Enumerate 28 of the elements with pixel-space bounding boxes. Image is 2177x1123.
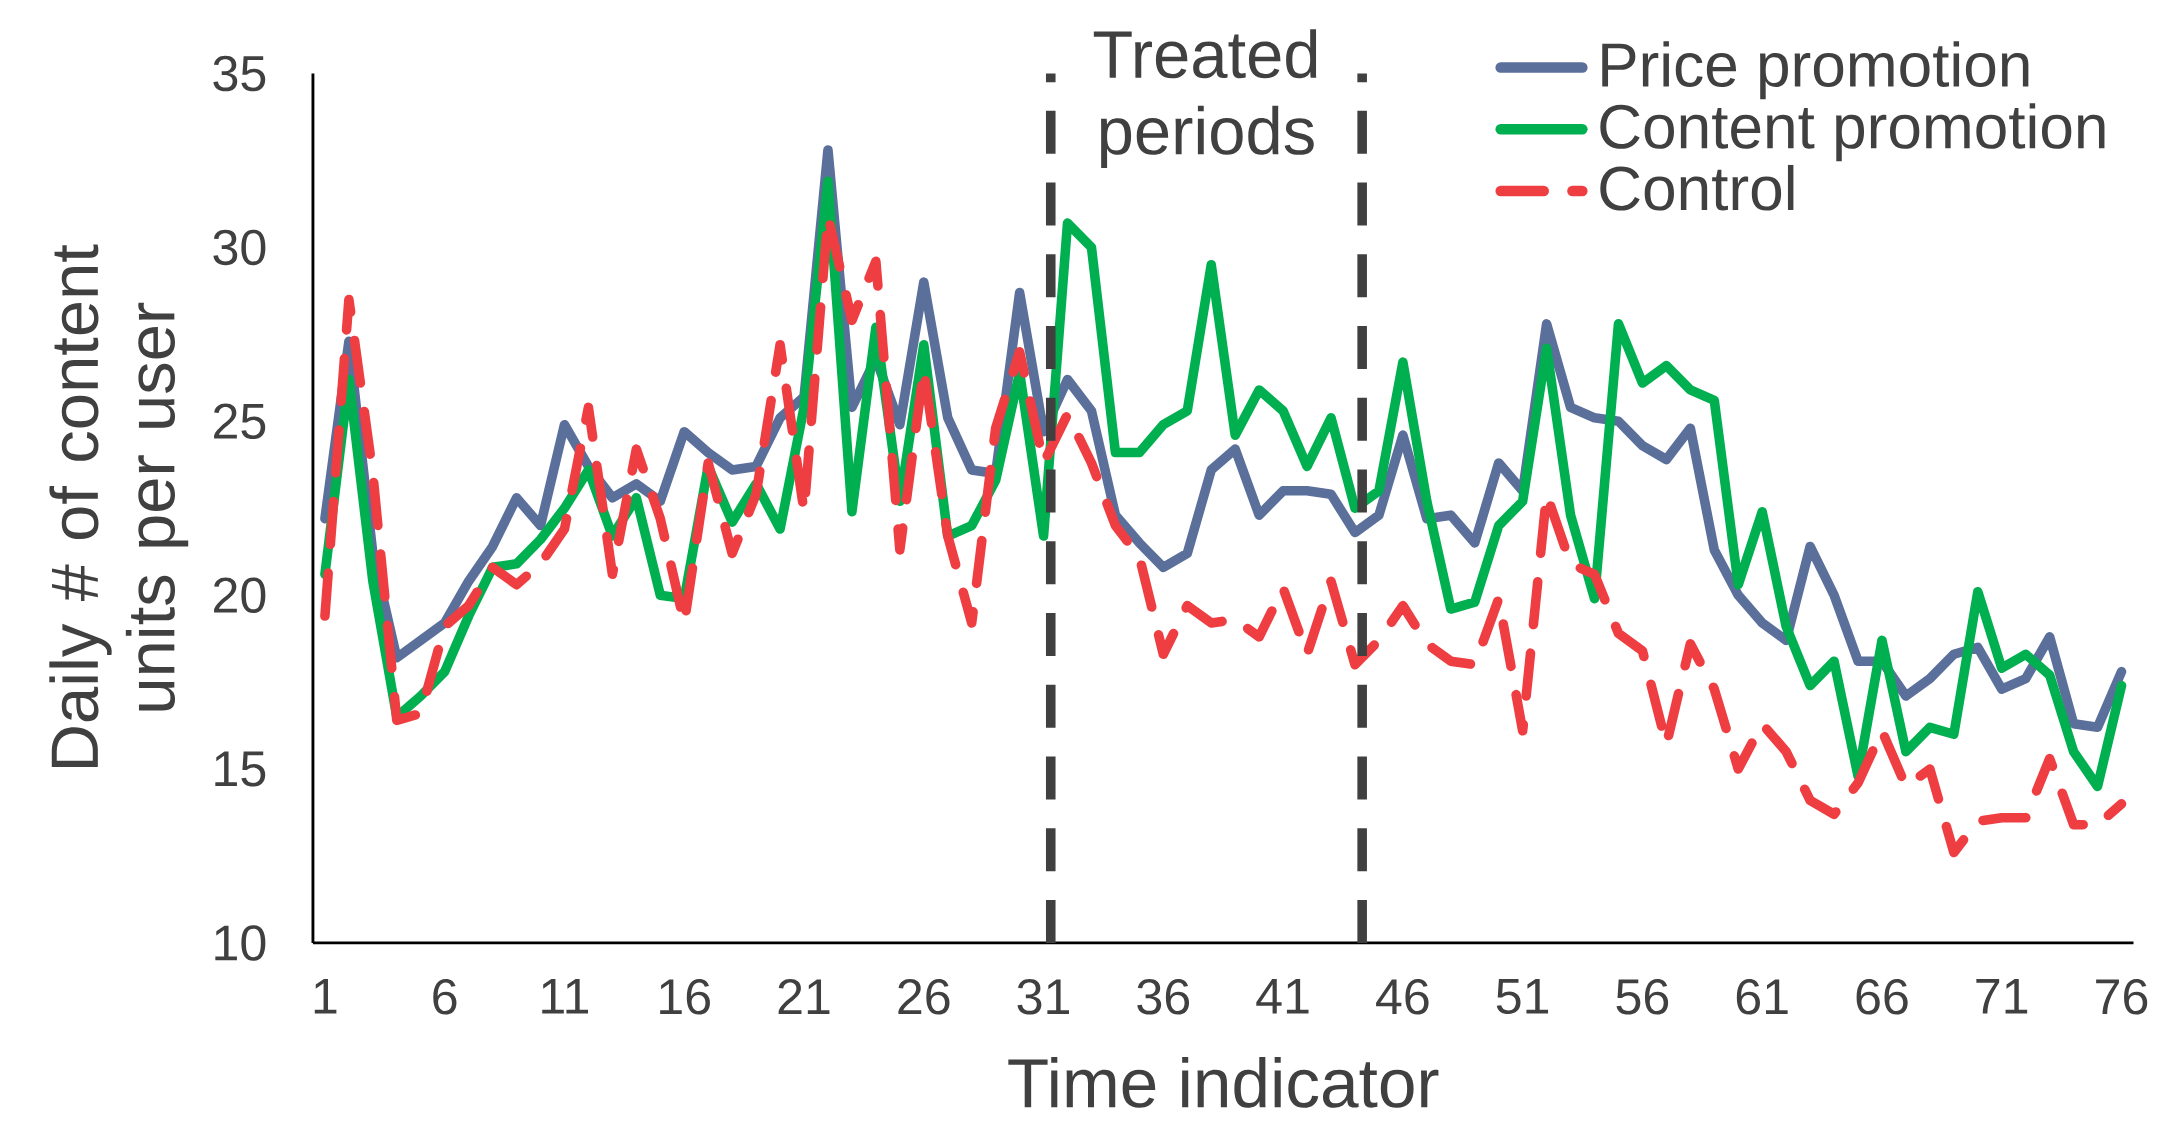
x-tick-label: 21 bbox=[778, 979, 830, 1015]
x-tick-label: 76 bbox=[2096, 979, 2148, 1015]
x-tick-label: 61 bbox=[1736, 979, 1788, 1015]
x-tick-label: 1 bbox=[314, 979, 337, 1014]
y-tick-label: 20 bbox=[214, 577, 266, 614]
y-axis-title: Daily # of content units per user bbox=[49, 244, 189, 768]
y-tick-label: 15 bbox=[215, 751, 266, 787]
x-tick-label: 51 bbox=[1496, 979, 1549, 1015]
x-tick-label: 36 bbox=[1137, 979, 1190, 1015]
y-tick-label: 10 bbox=[215, 925, 266, 961]
y-tick-label: 35 bbox=[213, 55, 266, 92]
x-tick-label: 6 bbox=[433, 979, 457, 1015]
x-tick-label: 56 bbox=[1616, 979, 1669, 1015]
legend-label: Price promotion bbox=[1602, 41, 2029, 100]
legend-label: Content promotion bbox=[1600, 103, 2105, 162]
x-axis-title: Time indicator bbox=[1008, 1057, 1439, 1109]
y-tick-label: 30 bbox=[213, 229, 266, 266]
x-tick-label: 31 bbox=[1017, 979, 1069, 1015]
legend-label: Control bbox=[1600, 165, 1794, 211]
x-tick-label: 66 bbox=[1856, 979, 1908, 1015]
x-tick-label: 16 bbox=[660, 979, 710, 1015]
x-tick-label: 11 bbox=[542, 979, 589, 1014]
x-tick-label: 26 bbox=[898, 979, 950, 1015]
annotation: Treated periods bbox=[1093, 29, 1317, 169]
x-tick-label: 41 bbox=[1256, 979, 1309, 1014]
x-tick-label: 71 bbox=[1976, 979, 2028, 1014]
y-tick-label: 25 bbox=[214, 403, 266, 440]
x-tick-label: 46 bbox=[1376, 979, 1429, 1015]
